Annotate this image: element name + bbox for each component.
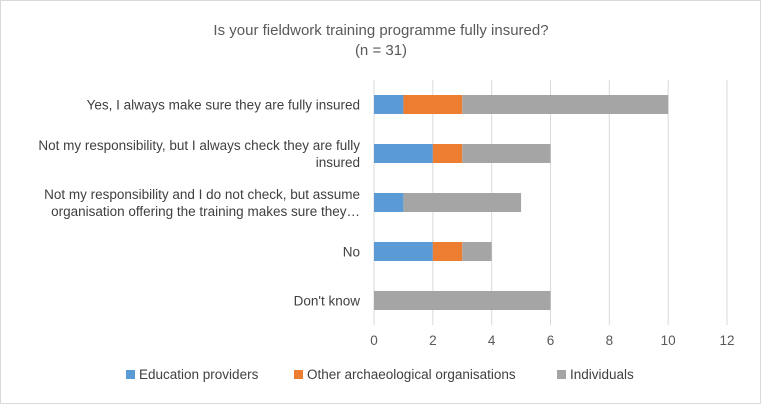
legend-swatch <box>294 370 303 379</box>
legend: Education providers Other archaeological … <box>126 367 634 382</box>
x-axis-ticks: 0 2 4 6 8 10 12 <box>370 333 734 348</box>
x-tick-label: 10 <box>661 333 676 348</box>
legend-label: Education providers <box>139 367 259 382</box>
bar-segment <box>374 193 404 212</box>
bar-segment <box>432 144 463 163</box>
x-tick-label: 0 <box>370 333 378 348</box>
category-label: Yes, I always make sure they are fully i… <box>87 98 360 113</box>
bar-segment <box>374 242 433 261</box>
category-label: Not my responsibility and I do not check… <box>44 187 360 202</box>
category-label: No <box>343 245 360 260</box>
bar-segment <box>374 95 404 114</box>
bar-segment <box>432 242 463 261</box>
x-tick-label: 6 <box>547 333 555 348</box>
bar-segment <box>462 242 492 261</box>
bar-segment <box>462 144 551 163</box>
chart-subtitle: (n = 31) <box>355 42 407 59</box>
bar-segment <box>403 193 522 212</box>
legend-swatch <box>557 370 566 379</box>
x-tick-label: 2 <box>429 333 437 348</box>
x-tick-label: 4 <box>488 333 496 348</box>
category-labels: Yes, I always make sure they are fully i… <box>38 98 360 309</box>
category-label: Don't know <box>294 294 361 309</box>
legend-label: Other archaeological organisations <box>307 367 516 382</box>
category-label: insured <box>316 155 360 170</box>
category-label: Not my responsibility, but I always chec… <box>38 138 360 153</box>
bars <box>374 95 669 310</box>
bar-segment <box>374 291 551 310</box>
bar-segment <box>374 144 433 163</box>
legend-swatch <box>126 370 135 379</box>
category-label: organisation offering the training makes… <box>51 204 360 219</box>
legend-label: Individuals <box>570 367 634 382</box>
bar-segment <box>462 95 669 114</box>
x-tick-label: 12 <box>719 333 734 348</box>
x-tick-label: 8 <box>606 333 614 348</box>
bar-segment <box>403 95 463 114</box>
chart-title: Is your fieldwork training programme ful… <box>213 22 548 39</box>
